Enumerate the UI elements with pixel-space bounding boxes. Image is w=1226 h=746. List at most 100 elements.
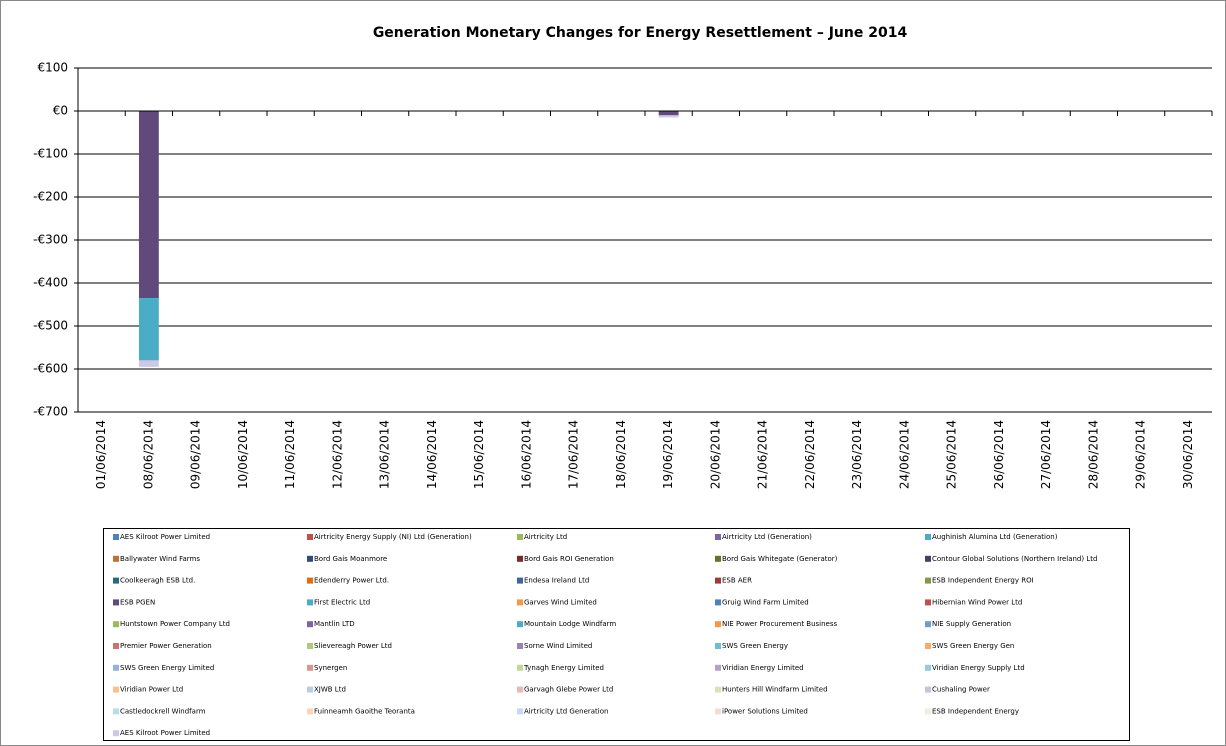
x-tick-label: 21/06/2014: [756, 420, 770, 489]
legend-label: Bord Gais ROI Generation: [524, 555, 614, 563]
legend-swatch: [307, 664, 313, 671]
legend-label: Castledockrell Windfarm: [120, 707, 206, 715]
legend-label: Mountain Lodge Windfarm: [524, 620, 616, 628]
legend-swatch: [715, 664, 721, 671]
legend-swatch: [715, 534, 721, 540]
legend-swatch: [307, 621, 313, 628]
x-tick-label: 25/06/2014: [945, 420, 959, 489]
legend-label: ESB PGEN: [120, 598, 155, 606]
legend-label: SWS Green Energy: [722, 642, 788, 650]
legend-label: First Electric Ltd: [314, 598, 370, 606]
x-tick-label: 20/06/2014: [708, 420, 722, 489]
legend-label: SWS Green Energy Gen: [932, 642, 1014, 650]
legend-label: Airtricity Ltd Generation: [524, 707, 608, 715]
legend-swatch: [925, 577, 931, 584]
legend-label: Synergen: [314, 664, 347, 672]
legend-label: iPower Solutions Limited: [722, 707, 808, 715]
legend-swatch: [113, 643, 119, 649]
x-tick-label: 16/06/2014: [519, 420, 533, 489]
legend-label: Bord Gais Moanmore: [314, 555, 387, 563]
y-tick-label: -€700: [33, 405, 68, 419]
legend-label: Fuinneamh Gaoithe Teoranta: [314, 707, 415, 715]
legend-box: [103, 528, 1130, 741]
legend-label: AES Kilroot Power Limited: [120, 729, 210, 737]
legend-label: Huntstown Power Company Ltd: [120, 620, 230, 628]
x-tick-label: 27/06/2014: [1039, 420, 1053, 489]
x-tick-label: 18/06/2014: [614, 420, 628, 489]
x-tick-label: 19/06/2014: [661, 420, 675, 489]
legend-label: ESB Independent Energy ROI: [932, 577, 1034, 585]
legend-swatch: [925, 534, 931, 540]
legend-label: Bord Gais Whitegate (Generator): [722, 555, 838, 563]
legend-swatch: [113, 730, 119, 737]
legend-swatch: [113, 621, 119, 628]
bar-segment: [658, 111, 679, 116]
y-tick-label: -€300: [33, 233, 68, 247]
y-tick-label: -€100: [33, 147, 68, 161]
legend-label: Premier Power Generation: [120, 642, 212, 650]
y-tick-label: -€600: [33, 362, 68, 376]
legend-swatch: [925, 686, 931, 693]
x-tick-label: 12/06/2014: [330, 420, 344, 489]
legend-swatch: [307, 643, 313, 649]
legend-label: ESB AER: [722, 577, 752, 585]
legend-swatch: [517, 534, 523, 540]
x-tick-label: 17/06/2014: [567, 420, 581, 489]
legend-swatch: [307, 686, 313, 693]
y-tick-label: €0: [53, 104, 68, 118]
legend-swatch: [307, 534, 313, 540]
legend-label: Viridian Energy Supply Ltd: [932, 664, 1025, 672]
legend-label: AES Kilroot Power Limited: [120, 533, 210, 541]
chart-title: Generation Monetary Changes for Energy R…: [373, 25, 908, 41]
legend-swatch: [517, 555, 523, 562]
legend-swatch: [925, 621, 931, 628]
legend-label: Cushaling Power: [932, 686, 990, 694]
x-tick-label: 30/06/2014: [1181, 420, 1195, 489]
legend-swatch: [113, 686, 119, 693]
legend-label: Airtricity Energy Supply (NI) Ltd (Gener…: [314, 533, 472, 541]
bar-segment: [138, 298, 159, 361]
legend-swatch: [715, 577, 721, 584]
legend-swatch: [517, 708, 523, 715]
legend-swatch: [517, 577, 523, 584]
legend-swatch: [113, 664, 119, 671]
legend-label: Coolkeeragh ESB Ltd.: [120, 577, 195, 585]
legend-swatch: [715, 708, 721, 715]
x-tick-label: 14/06/2014: [425, 420, 439, 489]
legend-label: Tynagh Energy Limited: [523, 664, 604, 672]
legend-label: XJWB Ltd: [314, 686, 346, 694]
x-tick-label: 01/06/2014: [94, 420, 108, 489]
legend-label: Ballywater Wind Farms: [120, 555, 200, 563]
legend-label: Contour Global Solutions (Northern Irela…: [932, 555, 1097, 563]
legend-label: Mantlin LTD: [314, 620, 355, 628]
legend-label: Gruig Wind Farm Limited: [722, 598, 809, 606]
legend-label: NIE Supply Generation: [932, 620, 1011, 628]
y-tick-label: €100: [37, 61, 68, 75]
legend-label: Viridian Power Ltd: [120, 686, 183, 694]
x-tick-label: 24/06/2014: [897, 420, 911, 489]
legend-swatch: [517, 686, 523, 693]
legend-label: Airtricity Ltd: [524, 533, 567, 541]
legend-swatch: [113, 534, 119, 540]
legend-swatch: [307, 599, 313, 606]
legend-swatch: [307, 555, 313, 562]
legend-swatch: [715, 599, 721, 606]
legend-label: Hibernian Wind Power Ltd: [932, 598, 1022, 606]
legend-swatch: [715, 555, 721, 562]
legend-label: Sorne Wind Limited: [524, 642, 592, 650]
legend-swatch: [925, 708, 931, 715]
legend-label: Hunters Hill Windfarm Limited: [722, 686, 828, 694]
x-tick-label: 28/06/2014: [1086, 420, 1100, 489]
legend-swatch: [113, 599, 119, 606]
x-tick-label: 11/06/2014: [283, 420, 297, 489]
legend-label: Viridian Energy Limited: [722, 664, 804, 672]
legend-label: Airtricity Ltd (Generation): [722, 533, 812, 541]
x-tick-label: 08/06/2014: [141, 420, 155, 489]
y-tick-label: -€500: [33, 319, 68, 333]
legend-label: Aughinish Alumina Ltd (Generation): [932, 533, 1058, 541]
legend-swatch: [925, 643, 931, 649]
x-tick-label: 29/06/2014: [1134, 420, 1148, 489]
x-tick-label: 10/06/2014: [236, 420, 250, 489]
